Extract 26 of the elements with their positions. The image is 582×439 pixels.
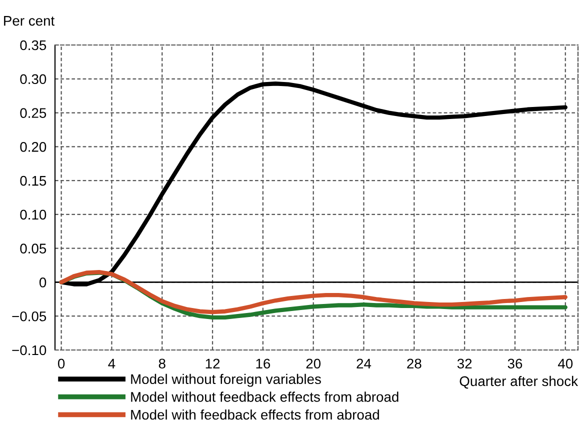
y-tick-label: 0.10 <box>20 210 46 220</box>
y-tick-label: 0.20 <box>20 142 46 152</box>
legend-label: Model with feedback effects from abroad <box>131 409 379 420</box>
x-tick-label: 32 <box>457 358 472 369</box>
legend-label: Model without foreign variables <box>131 374 321 387</box>
y-tick-label: 0.05 <box>20 244 46 254</box>
y-axis-title: Per cent <box>4 16 55 26</box>
y-tick-label: 0 <box>39 278 46 288</box>
x-tick-label: 40 <box>558 358 573 369</box>
x-tick-label: 16 <box>256 358 270 369</box>
x-tick-label: 20 <box>306 358 321 369</box>
x-tick-label: 12 <box>206 358 220 368</box>
y-tick-label: 0.35 <box>20 40 46 50</box>
x-tick-label: 24 <box>356 358 372 368</box>
y-tick-label: 0.30 <box>20 74 46 84</box>
x-tick-label: 36 <box>508 358 522 369</box>
x-tick-label: 8 <box>158 358 166 369</box>
y-tick-label: −0.05 <box>12 311 46 322</box>
y-tick-label: −0.10 <box>12 345 46 356</box>
y-tick-label: 0.15 <box>20 176 46 186</box>
legend-label: Model without feedback effects from abroad <box>131 392 398 402</box>
x-tick-label: 28 <box>407 358 422 369</box>
y-tick-label: 0.25 <box>20 108 46 118</box>
x-axis-title: Quarter after shock <box>460 376 578 389</box>
x-tick-label: 0 <box>58 358 65 369</box>
x-tick-label: 4 <box>108 358 116 368</box>
